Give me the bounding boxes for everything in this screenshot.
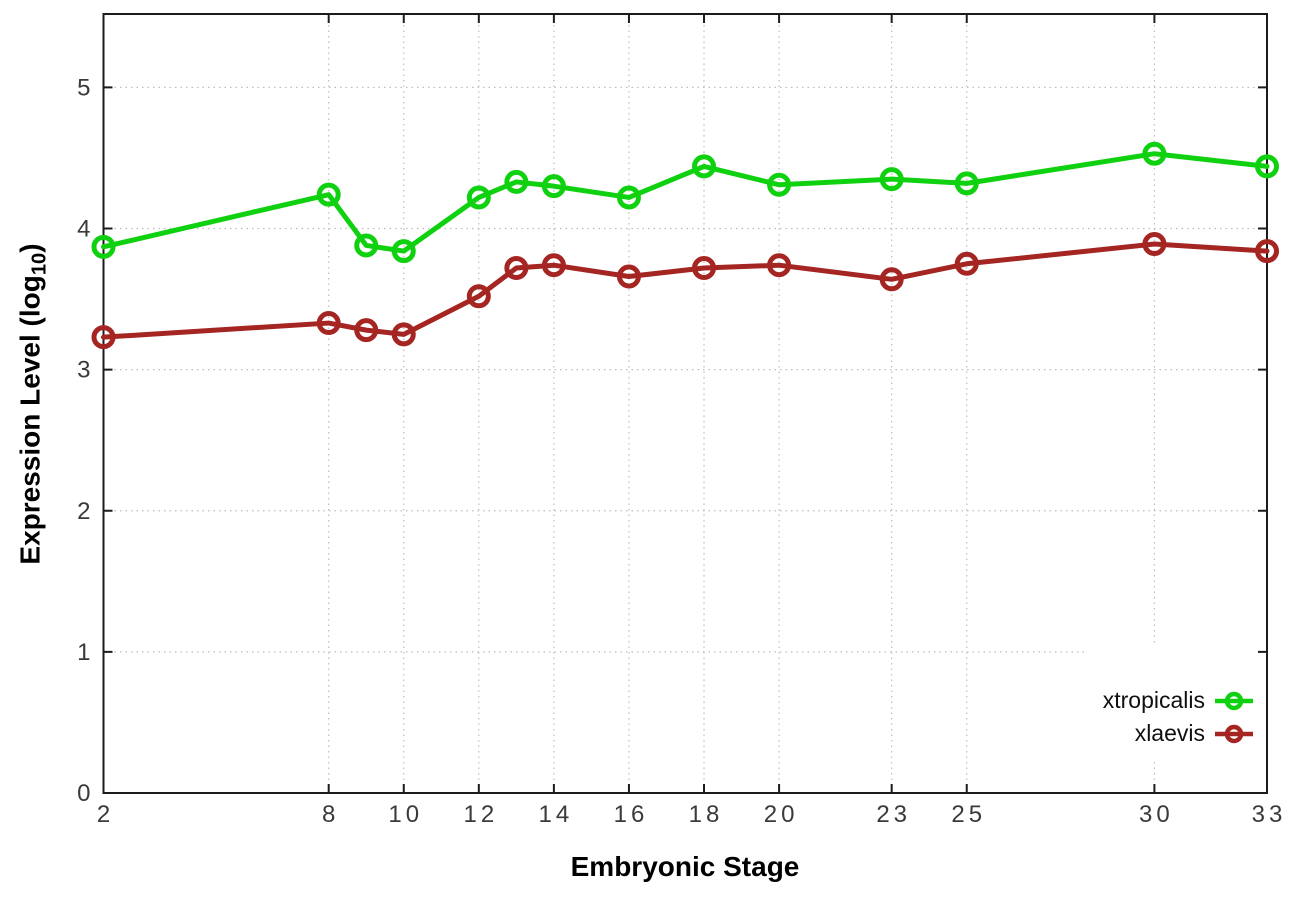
data-point-xtropicalis-stage-2	[91, 234, 116, 259]
legend-item-xtropicalis: xtropicalis	[1103, 684, 1254, 717]
y-axis-title-suffix: )	[14, 243, 46, 253]
legend-label-xtropicalis: xtropicalis	[1102, 687, 1205, 713]
data-point-xtropicalis-stage-30	[1142, 141, 1167, 166]
data-point-xtropicalis-stage-25	[954, 171, 979, 196]
data-point-xlaevis-stage-18	[692, 256, 717, 281]
data-point-xtropicalis-stage-9	[354, 233, 379, 258]
x-tick-label-2: 2	[97, 801, 114, 828]
series-line-xtropicalis	[101, 151, 1270, 254]
data-point-xlaevis-stage-14	[541, 253, 566, 278]
data-point-xlaevis-stage-16	[616, 264, 641, 289]
legend-marker-xtropicalis	[1215, 691, 1253, 710]
data-point-xlaevis-stage-30	[1142, 232, 1167, 257]
legend-label-xlaevis: xlaevis	[1134, 720, 1205, 746]
x-tick-label-18: 18	[689, 801, 724, 828]
x-tick-label-23: 23	[876, 801, 911, 828]
y-axis-title-subscript: 10	[28, 252, 51, 276]
x-tick-label-20: 20	[764, 801, 799, 828]
data-point-xtropicalis-stage-16	[616, 185, 641, 210]
data-point-xtropicalis-stage-33	[1255, 154, 1279, 179]
data-point-xlaevis-stage-33	[1255, 239, 1279, 264]
y-tick-label-3: 3	[77, 357, 90, 384]
data-point-xtropicalis-stage-13	[504, 169, 529, 194]
data-point-xtropicalis-stage-8	[316, 182, 341, 207]
y-tick-label-0: 0	[77, 780, 90, 807]
x-axis-title: Embryonic Stage	[570, 851, 800, 882]
data-point-xlaevis-stage-9	[354, 318, 379, 343]
data-point-xlaevis-stage-12	[466, 284, 491, 309]
data-point-xtropicalis-stage-20	[767, 172, 792, 197]
x-tick-label-12: 12	[463, 801, 498, 828]
legend-marker-xlaevis	[1215, 724, 1253, 743]
x-tick-label-30: 30	[1139, 801, 1174, 828]
data-point-xlaevis-stage-13	[504, 256, 529, 281]
legend: xtropicalis xlaevis	[1103, 684, 1254, 750]
data-point-xlaevis-stage-2	[91, 325, 116, 350]
data-point-xlaevis-stage-23	[879, 267, 904, 292]
series-line-xlaevis	[101, 241, 1270, 340]
data-point-xtropicalis-stage-14	[541, 174, 566, 199]
x-tick-label-14: 14	[539, 801, 574, 828]
data-point-xlaevis-stage-20	[767, 253, 792, 278]
x-tick-label-8: 8	[322, 801, 339, 828]
y-tick-label-5: 5	[77, 74, 90, 101]
y-tick-label-4: 4	[77, 216, 90, 243]
data-point-xtropicalis-stage-12	[466, 185, 491, 210]
x-tick-label-16: 16	[614, 801, 649, 828]
data-point-xtropicalis-stage-18	[692, 154, 717, 179]
x-tick-label-10: 10	[388, 801, 423, 828]
y-tick-label-1: 1	[77, 639, 90, 666]
plot-border	[102, 13, 1268, 794]
y-tick-label-2: 2	[77, 498, 90, 525]
x-tick-label-25: 25	[951, 801, 986, 828]
y-axis-title: Expression Level (log10)	[15, 243, 52, 564]
x-tick-label-33: 33	[1252, 801, 1287, 828]
data-point-xtropicalis-stage-23	[879, 167, 904, 192]
data-point-xlaevis-stage-10	[391, 322, 416, 347]
y-axis-title-text: Expression Level (log	[14, 275, 46, 565]
data-point-xtropicalis-stage-10	[391, 239, 416, 264]
data-point-xlaevis-stage-8	[316, 311, 341, 336]
legend-item-xlaevis: xlaevis	[1103, 717, 1254, 750]
data-point-xlaevis-stage-25	[954, 251, 979, 276]
